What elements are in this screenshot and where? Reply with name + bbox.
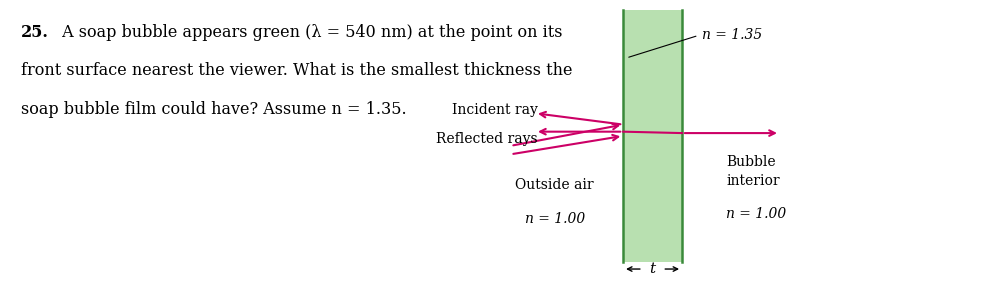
Bar	[624, 10, 682, 262]
Text: t: t	[649, 262, 656, 276]
Text: n = 1.35: n = 1.35	[701, 28, 762, 42]
Text: n = 1.00: n = 1.00	[524, 212, 584, 227]
Text: Reflected rays: Reflected rays	[436, 132, 538, 146]
Text: Bubble
interior: Bubble interior	[726, 155, 780, 188]
Text: n = 1.00: n = 1.00	[726, 207, 787, 221]
Text: Outside air: Outside air	[516, 178, 594, 192]
Text: A soap bubble appears green (λ = 540 nm) at the point on its: A soap bubble appears green (λ = 540 nm)…	[57, 24, 563, 41]
Text: 25.: 25.	[21, 24, 49, 41]
Text: Incident ray: Incident ray	[452, 104, 538, 118]
Text: soap bubble film could have? Assume n = 1.35.: soap bubble film could have? Assume n = …	[21, 100, 407, 118]
Text: front surface nearest the viewer. What is the smallest thickness the: front surface nearest the viewer. What i…	[21, 62, 573, 79]
